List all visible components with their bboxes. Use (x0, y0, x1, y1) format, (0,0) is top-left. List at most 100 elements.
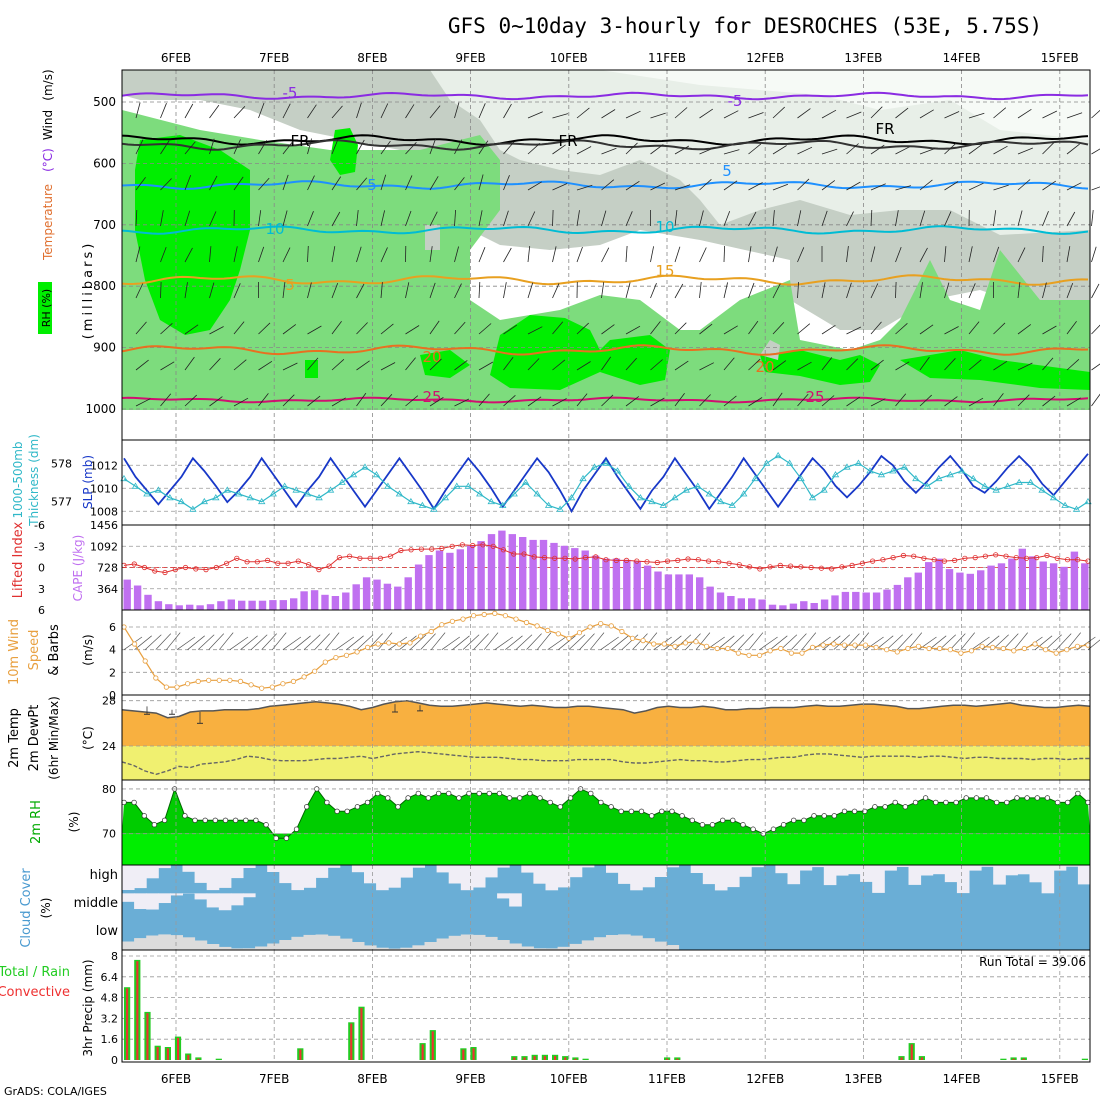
cape-bar (623, 559, 631, 610)
wind-barb (356, 210, 359, 227)
wind-barb (405, 395, 419, 407)
high-cloud-gap (835, 865, 849, 876)
wind-barb (429, 358, 442, 371)
wind-barb (821, 395, 835, 407)
wind-barb (870, 398, 886, 407)
wind-barb (454, 398, 470, 407)
wind-barb (625, 396, 640, 407)
wind-speed-marker (1000, 645, 1006, 652)
wind-barb (993, 210, 997, 227)
wind-barb (723, 395, 737, 407)
thickness-marker (808, 494, 817, 501)
lifted-index-marker (346, 553, 353, 559)
high-cloud-gap (448, 865, 462, 884)
high-cloud-gap (799, 865, 813, 871)
rh2m-marker (425, 795, 432, 801)
low-cloud-block (122, 941, 135, 950)
high-cloud-gap (303, 865, 317, 888)
wind-barb (331, 105, 343, 119)
wind-barb (184, 394, 197, 407)
wind-speed-marker (767, 648, 773, 654)
wind-barb (674, 145, 690, 155)
middle-cloud-gap (158, 893, 171, 904)
thickness-marker (992, 486, 1000, 493)
wind-barb (625, 245, 628, 263)
thickness-marker (453, 482, 461, 489)
lifted-index-marker (531, 554, 537, 560)
wind-barb-10m (409, 634, 427, 650)
rh2m-marker (151, 822, 158, 828)
high-cloud-gap (194, 865, 208, 883)
rh2m-marker (131, 799, 137, 806)
cape-bar (217, 601, 225, 610)
date-label-top: 10FEB (550, 51, 588, 65)
rh2m-marker (395, 804, 401, 810)
cape-bar (997, 563, 1006, 610)
rh2m-marker (527, 790, 533, 797)
wind-barb (797, 361, 812, 371)
wind-barb (1017, 282, 1021, 299)
precip-convective-bar (533, 1056, 536, 1060)
wind-tick-label: 4 (109, 644, 116, 657)
wind-speed-marker (322, 659, 328, 665)
date-label-top: 13FEB (844, 51, 882, 65)
wind-speed-marker (132, 641, 138, 647)
wind-barb-10m (928, 635, 947, 650)
wind-barb (160, 178, 172, 191)
thickness-marker (785, 459, 794, 466)
thickness-marker (177, 497, 186, 505)
wind-barb-10m (430, 632, 446, 650)
cape-bar (1008, 558, 1016, 610)
wind-barb (576, 146, 592, 155)
lifted-index-marker (931, 557, 937, 563)
wind-barb (1091, 186, 1100, 191)
upper-tick-label: 900 (93, 341, 116, 355)
wind-barb (650, 397, 665, 407)
thickness-marker (820, 486, 828, 493)
rh2m-marker (141, 813, 147, 819)
thickness-marker (499, 501, 507, 508)
cape-bar (1018, 548, 1026, 610)
wind-barb (601, 247, 610, 263)
cape-bar (1060, 566, 1068, 610)
high-cloud-gap (569, 865, 583, 878)
wind-barb-10m (695, 632, 711, 650)
lifted-index-marker (675, 557, 681, 564)
wind-barb-10m (293, 635, 311, 650)
cape-bar (498, 530, 506, 610)
rh2m-marker (486, 790, 492, 797)
low-cloud-block (606, 935, 619, 950)
wind-barb (895, 361, 910, 371)
thickness-marker (866, 467, 874, 474)
low-cloud-block (158, 934, 171, 950)
rh2m-tick-label: 80 (102, 783, 116, 796)
thickness-marker (154, 486, 163, 493)
thickness-tick-label: 577 (51, 496, 72, 509)
lifted-index-marker (952, 557, 958, 564)
wind-barb (503, 324, 518, 335)
cape-bar (508, 534, 516, 610)
wind-speed-marker (809, 644, 816, 651)
temperature-line (121, 699, 1091, 719)
high-cloud-gap (811, 865, 825, 868)
wind-barb (625, 357, 637, 371)
date-label-bottom: 15FEB (1041, 1072, 1079, 1086)
contour-label: 15 (655, 262, 674, 280)
high-cloud-gap (206, 865, 220, 891)
thickness-marker (521, 478, 530, 485)
wind-barb (307, 325, 322, 335)
wind-barb (748, 320, 759, 335)
wind-barb (870, 144, 885, 155)
lifted-index-marker (880, 557, 886, 563)
cape-bar (852, 591, 860, 610)
wind-barb-10m (197, 634, 215, 650)
lifted-index-marker (582, 554, 589, 561)
wind-barb-10m (632, 633, 648, 650)
wind-barb (503, 210, 509, 227)
thickness-marker (303, 490, 312, 497)
thickness-marker (728, 501, 736, 508)
wind-speed-marker (778, 645, 784, 652)
cape-bar (519, 537, 527, 610)
wind-barb (527, 326, 543, 335)
wind-barb (625, 325, 641, 335)
